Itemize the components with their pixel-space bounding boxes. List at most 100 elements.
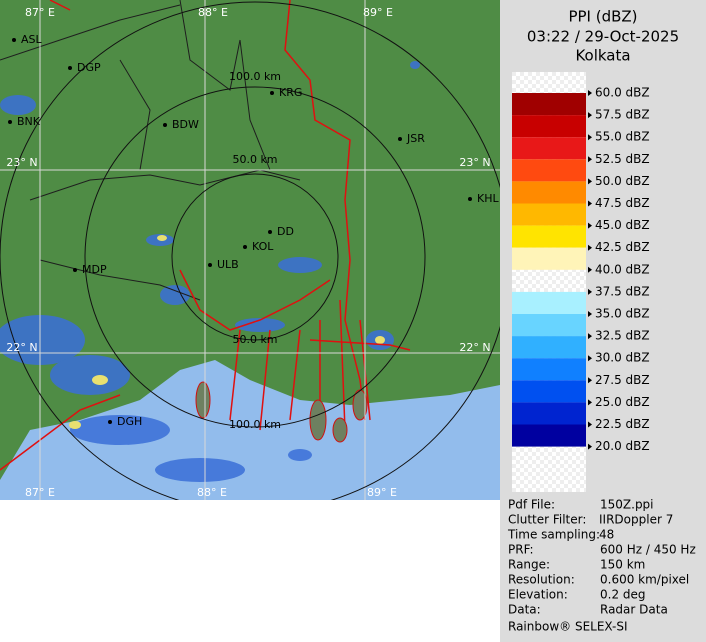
islands bbox=[195, 381, 368, 443]
place-marker bbox=[68, 66, 72, 70]
place-label: DGP bbox=[77, 61, 101, 74]
info-value: 150 km bbox=[600, 558, 645, 572]
graticule-label: 22° N bbox=[459, 341, 490, 354]
legend-pointer bbox=[588, 399, 592, 406]
sea bbox=[0, 360, 500, 500]
ring-label: 50.0 km bbox=[232, 333, 277, 346]
place-label: ASL bbox=[21, 33, 43, 46]
place-label: KRG bbox=[279, 86, 302, 99]
place-marker bbox=[270, 91, 274, 95]
place-marker bbox=[468, 197, 472, 201]
legend-label: 55.0 dBZ bbox=[595, 130, 650, 144]
legend-swatch bbox=[512, 314, 586, 337]
info-label: Elevation: bbox=[508, 588, 568, 602]
legend-swatch bbox=[512, 358, 586, 381]
radar-map: 87° E 88° E 89° E 23° N 23° N 22° N 22° N 87° E… bbox=[0, 0, 500, 500]
info-value: 600 Hz / 450 Hz bbox=[600, 543, 696, 557]
info-label: Pdf File: bbox=[508, 498, 555, 512]
graticule-label: 22° N bbox=[6, 341, 37, 354]
legend-label: 40.0 dBZ bbox=[595, 262, 650, 276]
legend-pointer bbox=[588, 156, 592, 163]
place-marker bbox=[398, 137, 402, 141]
legend-pointer bbox=[588, 222, 592, 229]
place-label: KHL bbox=[477, 192, 499, 205]
info-value: IIRDoppler 7 bbox=[599, 513, 673, 527]
legend-swatch bbox=[512, 402, 586, 425]
info-value: Radar Data bbox=[600, 603, 668, 617]
place-label: BDW bbox=[172, 118, 199, 131]
place-marker bbox=[12, 38, 16, 42]
range-rings bbox=[0, 1, 500, 500]
legend-pointer bbox=[588, 333, 592, 340]
legend-label: 50.0 dBZ bbox=[595, 174, 650, 188]
legend-swatch bbox=[512, 380, 586, 403]
legend-label: 22.5 dBZ bbox=[595, 417, 650, 431]
legend-label: 25.0 dBZ bbox=[595, 395, 650, 409]
place-marker bbox=[73, 268, 77, 272]
legend-swatch bbox=[512, 115, 586, 138]
legend-label: 60.0 dBZ bbox=[595, 86, 650, 100]
graticule-label: 89° E bbox=[363, 6, 393, 19]
legend-swatch bbox=[512, 291, 586, 314]
graticule-label: 23° N bbox=[459, 156, 490, 169]
graticule-label: 89° E bbox=[367, 486, 397, 499]
place-marker bbox=[268, 230, 272, 234]
place-marker bbox=[163, 123, 167, 127]
graticule-label: 23° N bbox=[6, 156, 37, 169]
legend-swatch bbox=[512, 225, 586, 248]
legend-label: 20.0 dBZ bbox=[595, 439, 650, 453]
legend-pointer bbox=[588, 288, 592, 295]
legend-pointer bbox=[588, 244, 592, 251]
place-marker bbox=[243, 245, 247, 249]
legend-label: 37.5 dBZ bbox=[595, 284, 650, 298]
place-marker bbox=[108, 420, 112, 424]
place-label: BNK bbox=[17, 115, 41, 128]
place-label: JSR bbox=[406, 132, 425, 145]
legend-label: 57.5 dBZ bbox=[595, 108, 650, 122]
legend-pointer bbox=[588, 90, 592, 96]
echoes bbox=[0, 61, 420, 482]
graticule-label: 87° E bbox=[25, 6, 55, 19]
legend-swatch bbox=[512, 159, 586, 182]
place-marker bbox=[208, 263, 212, 267]
legend-pointer bbox=[588, 355, 592, 362]
legend-pointer bbox=[588, 443, 592, 450]
legend-swatch bbox=[512, 247, 586, 270]
legend-pointer bbox=[588, 266, 592, 273]
graticule bbox=[0, 0, 500, 500]
blank-area bbox=[0, 500, 500, 642]
place-label: MDP bbox=[82, 263, 107, 276]
legend-pointer bbox=[588, 200, 592, 207]
legend-label: 45.0 dBZ bbox=[595, 218, 650, 232]
legend-pointer bbox=[588, 311, 592, 317]
legend-label: 52.5 dBZ bbox=[595, 152, 650, 166]
legend-swatch bbox=[512, 137, 586, 160]
info-value: 48 bbox=[599, 528, 614, 542]
legend-swatch bbox=[512, 181, 586, 204]
info-label: Time sampling: bbox=[507, 528, 600, 542]
legend-pointer bbox=[588, 377, 592, 384]
legend-pointer bbox=[588, 421, 592, 428]
place-label: DGH bbox=[117, 415, 142, 428]
legend-swatch bbox=[512, 203, 586, 226]
legend-swatch bbox=[512, 424, 586, 447]
ring-label: 100.0 km bbox=[229, 70, 281, 83]
legend-swatch bbox=[512, 93, 586, 116]
legend-label: 47.5 dBZ bbox=[595, 196, 650, 210]
legend-swatch bbox=[512, 336, 586, 359]
legend-label: 27.5 dBZ bbox=[595, 373, 650, 387]
info-value: 150Z.ppi bbox=[600, 498, 654, 512]
place-label: DD bbox=[277, 225, 294, 238]
title: PPI (dBZ) bbox=[568, 8, 637, 26]
districts bbox=[0, 0, 301, 301]
graticule-label: 87° E bbox=[25, 486, 55, 499]
legend-label: 32.5 dBZ bbox=[595, 329, 650, 343]
strong-echoes bbox=[69, 235, 385, 429]
timestamp: 03:22 / 29-Oct-2025 bbox=[527, 28, 679, 46]
place-label: KOL bbox=[252, 240, 274, 253]
graticule-label: 88° E bbox=[197, 486, 227, 499]
info-label: Range: bbox=[508, 558, 550, 572]
ring-label: 100.0 km bbox=[229, 418, 281, 431]
info-label: PRF: bbox=[508, 543, 534, 557]
